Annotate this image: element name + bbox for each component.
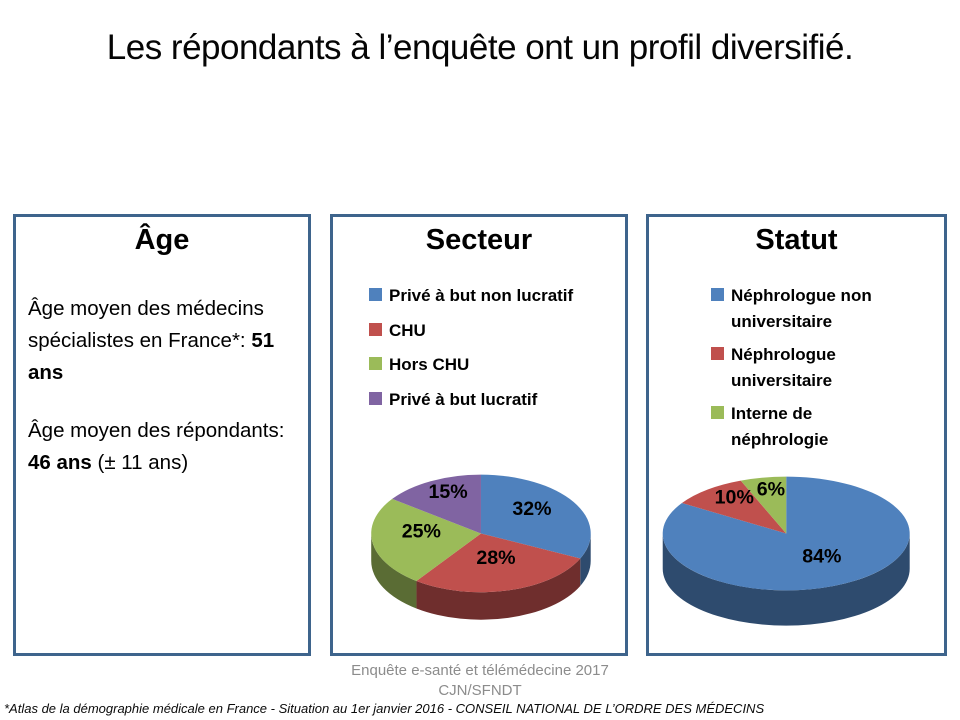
legend-item: Interne de néphrologie — [711, 401, 944, 452]
legend-swatch-icon — [369, 322, 382, 336]
slide-footer: Enquête e-santé et télémédecine 2017 CJN… — [0, 661, 960, 701]
statut-pie-chart: 84% 10% 6% — [662, 476, 910, 626]
pie-side — [371, 533, 417, 609]
age-panel-title: Âge — [134, 224, 190, 256]
pie-side — [416, 558, 581, 620]
age-value-bold: 51 ans — [28, 328, 275, 384]
legend-label: Privé à but non lucratif — [389, 286, 574, 305]
legend-item: Privé à but non lucratif — [369, 283, 625, 309]
pie-side — [662, 533, 910, 626]
pie-data-label: 10% — [715, 487, 754, 509]
pie-slice — [480, 474, 591, 559]
age-box-body: Âge moyen des médecins spécialistes en F… — [28, 293, 296, 479]
pie-data-label: 25% — [402, 521, 441, 543]
pie-data-label: 6% — [757, 479, 785, 501]
pie-side — [580, 533, 591, 586]
legend-swatch-icon — [711, 347, 724, 360]
age-text: Âge moyen des répondants: — [28, 418, 285, 442]
secteur-panel-title: Secteur — [425, 224, 533, 256]
footnote: *Atlas de la démographie médicale en Fra… — [4, 701, 765, 716]
pie-data-label: 32% — [512, 498, 551, 520]
legend-label: Néphrologue non universitaire — [731, 286, 872, 331]
footer-line-1: Enquête e-santé et télémédecine 2017 — [351, 662, 609, 679]
pie-data-label: 28% — [476, 547, 515, 569]
legend-item: Néphrologue universitaire — [711, 342, 944, 393]
secteur-pie-chart: 32% 28% 25% 15% — [371, 474, 591, 620]
pie-slice — [681, 480, 787, 534]
pie-slice — [740, 476, 787, 534]
pie-data-label: 15% — [428, 481, 467, 503]
age-text: (± 11 ans) — [91, 450, 189, 474]
legend-swatch-icon — [369, 288, 382, 301]
slide-title: Les répondants à l’enquête ont un profil… — [106, 28, 854, 67]
legend-swatch-icon — [711, 288, 724, 301]
legend-label: Interne de néphrologie — [731, 404, 829, 449]
legend-swatch-icon — [711, 406, 724, 419]
legend-label: CHU — [389, 320, 426, 340]
legend-item: CHU — [369, 318, 625, 344]
statut-panel: Statut Néphrologue non universitaire Néph… — [646, 214, 947, 656]
age-value-bold: 46 ans — [28, 450, 92, 474]
legend-swatch-icon — [369, 357, 382, 370]
legend-label: Privé à but lucratif — [389, 389, 538, 409]
legend-item: Hors CHU — [369, 352, 625, 378]
age-text: Âge moyen des médecins spécialistes en F… — [28, 297, 264, 352]
legend-label: Néphrologue universitaire — [731, 345, 836, 390]
pie-slice — [662, 476, 910, 591]
legend-item: Privé à but lucratif — [369, 387, 625, 413]
statut-legend: Néphrologue non universitaire Néphrologue… — [711, 283, 944, 452]
age-paragraph: Âge moyen des répondants: 46 ans (± 11 a… — [28, 415, 296, 479]
secteur-legend: Privé à but non lucratif CHU Hors CHU Privé… — [369, 283, 625, 412]
age-paragraph: Âge moyen des médecins spécialistes en F… — [28, 293, 296, 389]
legend-label: Hors CHU — [389, 355, 470, 374]
legend-item: Néphrologue non universitaire — [711, 283, 944, 334]
age-panel: Âge Âge moyen des médecins spécialistes … — [13, 214, 311, 656]
pie-slice — [416, 533, 581, 593]
pie-slice — [371, 498, 481, 582]
pie-data-label: 84% — [802, 545, 841, 567]
secteur-panel: Secteur Privé à but non lucratif CHU Hors … — [330, 214, 628, 656]
footer-line-2: CJN/SFNDT — [438, 681, 522, 699]
pie-slice — [392, 474, 481, 534]
statut-panel-title: Statut — [755, 224, 838, 256]
legend-swatch-icon — [369, 391, 382, 405]
